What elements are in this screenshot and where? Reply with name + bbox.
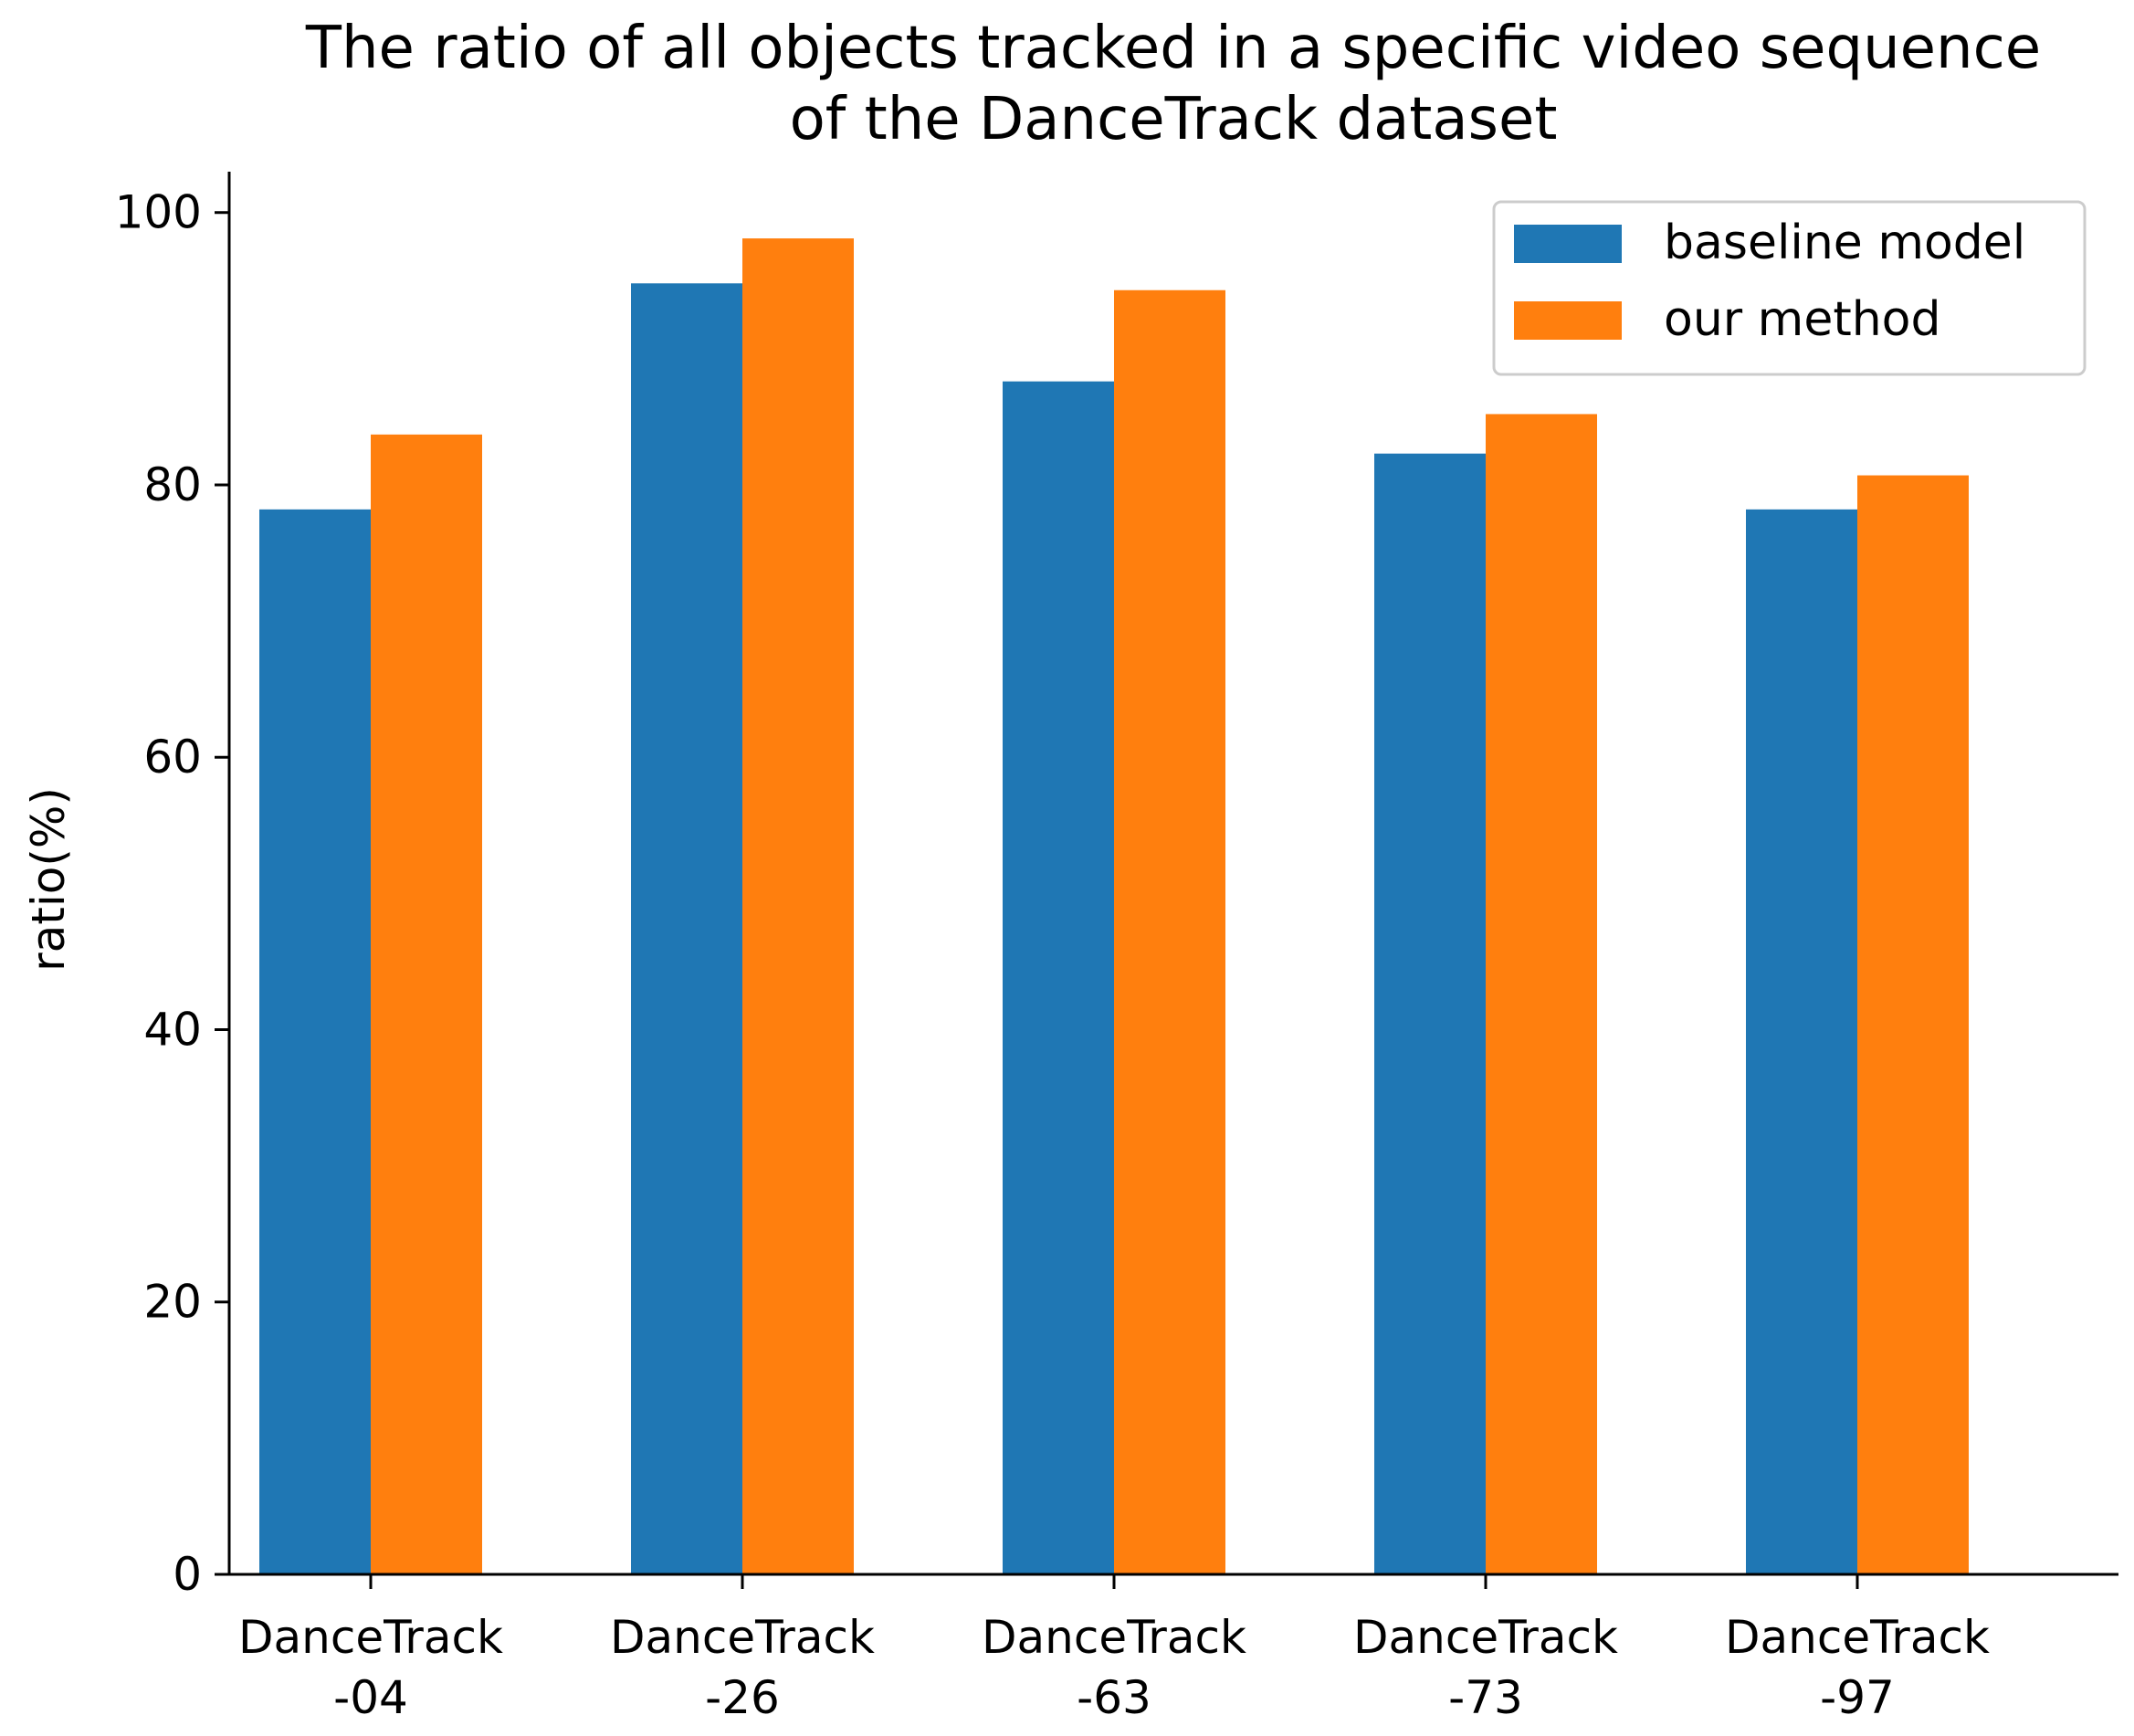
bars-layer	[259, 238, 1969, 1575]
y-tick-label-3: 60	[143, 731, 202, 784]
x-tick-label-3-1: -73	[1448, 1671, 1523, 1724]
chart-title-line-1: The ratio of all objects tracked in a sp…	[305, 15, 2041, 82]
x-tick-label-1-0: DanceTrack	[610, 1611, 875, 1664]
bar-0-0	[259, 509, 371, 1574]
legend-box	[1492, 200, 2087, 376]
y-tick-label-0: 0	[173, 1548, 202, 1601]
legend: baseline model our method	[1492, 200, 2087, 376]
bar-1-4	[1857, 475, 1969, 1574]
chart-title-line-2: of the DanceTrack dataset	[790, 86, 1558, 153]
bar-1-0	[371, 434, 482, 1574]
bar-1-2	[1114, 289, 1225, 1575]
y-axis: 0 20 40 60 80 100	[115, 172, 231, 1601]
bar-0-4	[1746, 509, 1857, 1574]
x-tick-label-0-0: DanceTrack	[238, 1611, 503, 1664]
x-tick-label-3-0: DanceTrack	[1353, 1611, 1618, 1664]
y-tick-label-5: 100	[115, 186, 202, 239]
y-axis-label: ratio(%)	[22, 787, 75, 972]
bar-1-3	[1486, 414, 1597, 1574]
y-tick-label-1: 20	[143, 1276, 202, 1329]
x-tick-label-1-1: -26	[705, 1671, 780, 1724]
x-tick-label-0-1: -04	[333, 1671, 408, 1724]
bar-1-1	[742, 238, 854, 1575]
x-axis: DanceTrack -04 DanceTrack -26 DanceTrack -63 D…	[227, 1573, 2118, 1724]
x-tick-label-2-1: -63	[1077, 1671, 1151, 1724]
x-tick-label-4-0: DanceTrack	[1725, 1611, 1990, 1664]
legend-label-1: our method	[1664, 292, 1941, 347]
legend-swatch-1	[1514, 301, 1622, 340]
y-tick-label-4: 80	[143, 458, 202, 511]
bar-0-3	[1374, 453, 1486, 1574]
legend-label-0: baseline model	[1664, 216, 2025, 270]
bar-0-1	[631, 283, 742, 1575]
x-tick-label-2-0: DanceTrack	[982, 1611, 1246, 1664]
legend-swatch-0	[1514, 225, 1622, 263]
y-tick-label-2: 40	[143, 1003, 202, 1056]
bar-0-2	[1003, 381, 1114, 1575]
chart-title: The ratio of all objects tracked in a sp…	[305, 15, 2041, 153]
x-tick-label-4-1: -97	[1820, 1671, 1895, 1724]
